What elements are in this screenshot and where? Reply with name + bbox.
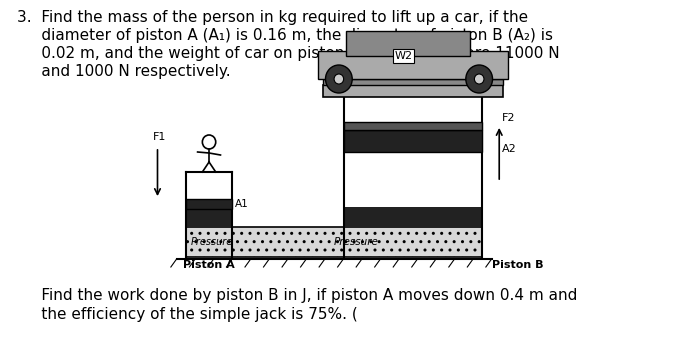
Text: 3.  Find the mass of the person in kg required to lift up a car, if the: 3. Find the mass of the person in kg req… [18,10,528,25]
Text: Pressure: Pressure [191,237,233,247]
Circle shape [466,65,493,93]
Text: A1: A1 [234,199,248,209]
Circle shape [326,65,352,93]
Bar [344,122,482,130]
Text: Find the work done by piston B in J, if piston A moves down 0.4 m and: Find the work done by piston B in J, if … [18,288,578,303]
Circle shape [334,74,344,84]
Bar [323,79,503,85]
Text: Pressure: Pressure [334,237,379,247]
Bar [186,199,232,209]
Bar [318,51,508,79]
Text: diameter of piston A (A₁) is 0.16 m, the diameter of piston B (A₂) is: diameter of piston A (A₁) is 0.16 m, the… [18,28,553,43]
Bar [346,31,470,56]
Circle shape [475,74,484,84]
Bar [344,152,482,207]
Bar [344,207,482,227]
Bar [344,130,482,152]
Bar [323,85,503,97]
Text: the efficiency of the simple jack is 75%. (: the efficiency of the simple jack is 75%… [18,307,358,322]
Bar [186,209,232,227]
Text: F2: F2 [502,113,516,123]
Text: and 1000 N respectively.: and 1000 N respectively. [18,64,231,79]
Text: W2: W2 [394,51,412,61]
Text: A2: A2 [502,144,517,153]
Bar [186,227,482,257]
Text: F1: F1 [153,132,166,142]
Text: 0.02 m, and the weight of car on piston B and piston B are 11000 N: 0.02 m, and the weight of car on piston … [18,46,560,61]
Text: Piston A: Piston A [183,260,235,270]
Text: Piston B: Piston B [491,260,543,270]
